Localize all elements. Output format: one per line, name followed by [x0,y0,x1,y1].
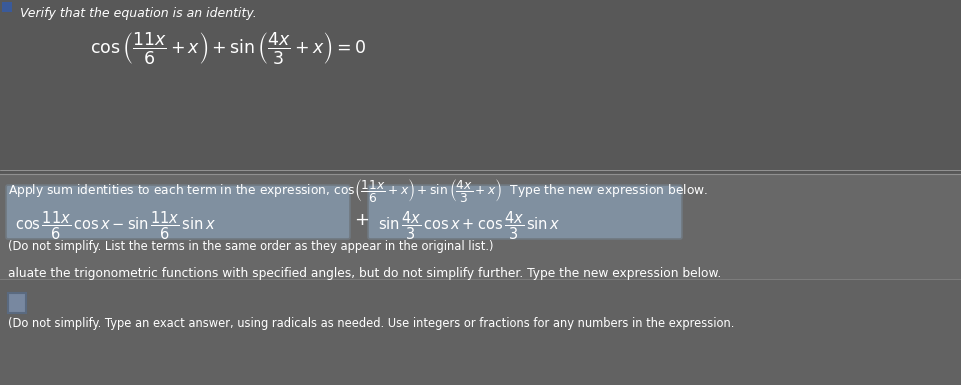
Text: $\sin\dfrac{4x}{3}\,\cos x+\cos\dfrac{4x}{3}\,\sin x$: $\sin\dfrac{4x}{3}\,\cos x+\cos\dfrac{4x… [378,209,559,241]
Text: Verify that the equation is an identity.: Verify that the equation is an identity. [20,7,257,20]
Bar [0,175,961,280]
Text: Apply sum identities to each term in the expression, cos$\left(\dfrac{11x}{6}+x\: Apply sum identities to each term in the… [8,177,707,204]
Bar [8,293,26,313]
Text: (Do not simplify. Type an exact answer, using radicals as needed. Use integers o: (Do not simplify. Type an exact answer, … [8,317,733,330]
Bar [0,0,961,175]
Text: (Do not simplify. List the terms in the same order as they appear in the origina: (Do not simplify. List the terms in the … [8,240,493,253]
FancyBboxPatch shape [368,185,681,239]
Text: $\cos\dfrac{11x}{6}\,\cos x-\sin\dfrac{11x}{6}\,\sin x$: $\cos\dfrac{11x}{6}\,\cos x-\sin\dfrac{1… [15,209,215,241]
Bar [2,2,12,12]
Bar [0,280,961,385]
Text: $\cos\left(\dfrac{11x}{6}+x\right)+\sin\left(\dfrac{4x}{3}+x\right)=0$: $\cos\left(\dfrac{11x}{6}+x\right)+\sin\… [90,30,366,66]
Text: $+$: $+$ [354,211,369,229]
FancyBboxPatch shape [6,185,350,239]
Text: aluate the trigonometric functions with specified angles, but do not simplify fu: aluate the trigonometric functions with … [8,267,721,280]
